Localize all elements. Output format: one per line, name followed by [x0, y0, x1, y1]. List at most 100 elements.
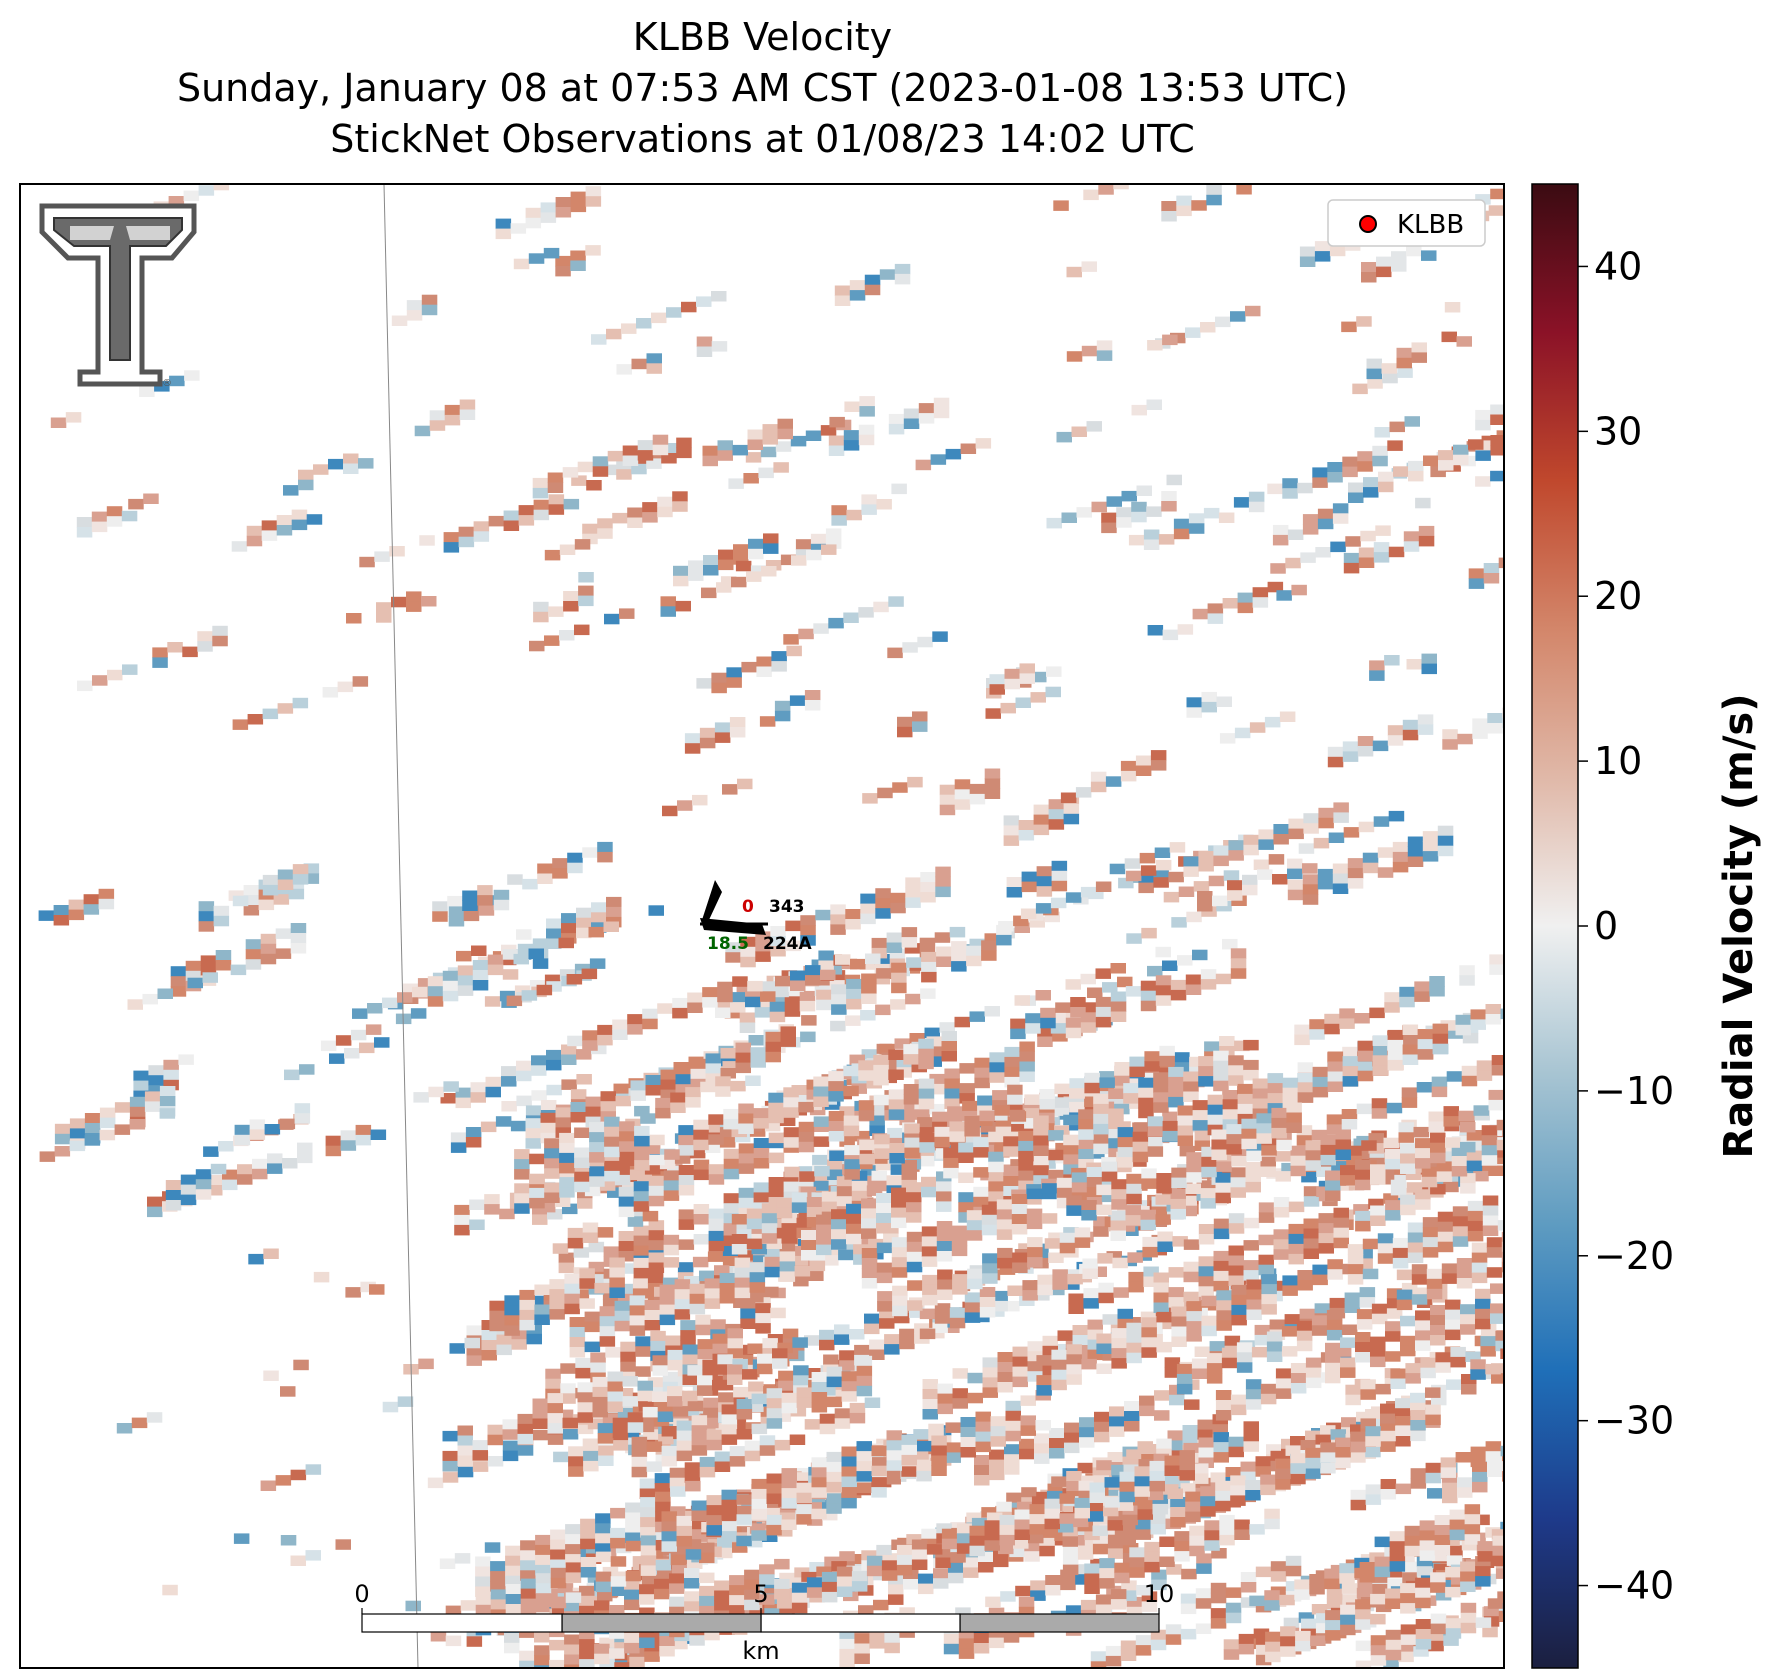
- velocity-cell: [1287, 868, 1303, 880]
- velocity-cell: [537, 873, 553, 884]
- velocity-cell: [459, 399, 476, 410]
- velocity-cell: [729, 1456, 746, 1467]
- velocity-cell: [525, 1105, 542, 1116]
- velocity-cell: [473, 521, 490, 532]
- velocity-cell: [1264, 716, 1281, 728]
- velocity-cell: [1018, 1170, 1034, 1182]
- velocity-cell: [1418, 525, 1435, 537]
- velocity-cell: [1380, 1413, 1396, 1425]
- velocity-cell: [513, 953, 529, 965]
- velocity-cell: [475, 1556, 491, 1567]
- velocity-cell: [681, 301, 697, 313]
- velocity-cell: [298, 469, 314, 481]
- velocity-cell: [1078, 1139, 1094, 1150]
- velocity-cell: [613, 1440, 629, 1451]
- velocity-cell: [945, 1442, 961, 1453]
- velocity-cell: [1083, 1288, 1099, 1299]
- velocity-cell: [678, 1145, 694, 1156]
- velocity-cell: [834, 1334, 850, 1345]
- velocity-cell: [1135, 1645, 1152, 1656]
- velocity-cell: [765, 1041, 781, 1053]
- velocity-cell: [237, 1174, 253, 1185]
- velocity-cell: [828, 435, 845, 446]
- velocity-cell: [1264, 1508, 1280, 1520]
- velocity-cell: [760, 446, 777, 458]
- velocity-cell: [1005, 1410, 1021, 1422]
- velocity-cell: [1107, 1538, 1124, 1549]
- velocity-cell: [559, 630, 575, 641]
- velocity-cell: [1442, 1482, 1458, 1494]
- velocity-cell: [1357, 451, 1373, 462]
- velocity-cell: [198, 185, 215, 196]
- velocity-cell: [1012, 1346, 1028, 1358]
- velocity-cell: [582, 847, 598, 858]
- velocity-cell: [1138, 872, 1154, 884]
- velocity-cell: [928, 1423, 944, 1435]
- velocity-cell: [1459, 965, 1475, 976]
- velocity-cell: [592, 1386, 608, 1398]
- velocity-cell: [1386, 1298, 1403, 1309]
- velocity-cell: [1417, 714, 1434, 725]
- velocity-cell: [1728, 1522, 1744, 1533]
- velocity-cell: [84, 1135, 101, 1146]
- velocity-cell: [1080, 1012, 1097, 1023]
- velocity-cell: [1329, 1297, 1346, 1309]
- velocity-cell: [245, 959, 262, 970]
- velocity-cell: [849, 1329, 865, 1340]
- velocity-cell: [588, 1261, 605, 1273]
- velocity-cell: [1291, 584, 1307, 596]
- velocity-cell: [771, 651, 787, 662]
- velocity-cell: [992, 1300, 1008, 1312]
- velocity-cell: [960, 1417, 976, 1428]
- velocity-cell: [1590, 1489, 1606, 1500]
- velocity-cell: [722, 784, 738, 795]
- velocity-cell: [1350, 1424, 1366, 1435]
- velocity-cell: [1030, 1590, 1046, 1601]
- velocity-cell: [532, 938, 549, 949]
- velocity-cell: [1472, 1461, 1488, 1473]
- velocity-cell: [901, 927, 918, 938]
- velocity-cell: [481, 1330, 497, 1341]
- velocity-cell: [676, 447, 692, 459]
- velocity-cell: [1016, 1501, 1033, 1513]
- velocity-cell: [1457, 1477, 1473, 1488]
- velocity-cell: [148, 1065, 164, 1076]
- velocity-cell: [723, 1213, 740, 1224]
- velocity-cell: [1022, 1280, 1038, 1291]
- velocity-cell: [892, 782, 908, 793]
- velocity-cell: [1037, 1026, 1053, 1037]
- velocity-cell: [759, 1435, 776, 1446]
- velocity-cell: [903, 1054, 919, 1065]
- velocity-cell: [737, 1344, 754, 1356]
- velocity-cell: [1380, 1423, 1396, 1435]
- velocity-cell: [1311, 1604, 1328, 1615]
- velocity-cell: [1342, 466, 1358, 478]
- velocity-cell: [1174, 1551, 1190, 1562]
- velocity-cell: [496, 1344, 512, 1356]
- velocity-cell: [905, 877, 921, 888]
- velocity-cell: [723, 1118, 739, 1130]
- velocity-cell: [1398, 1651, 1414, 1663]
- velocity-cell: [780, 1026, 796, 1037]
- velocity-cell: [831, 1561, 847, 1572]
- velocity-cell: [969, 783, 986, 795]
- velocity-cell: [1446, 1379, 1462, 1390]
- velocity-cell: [1097, 1253, 1113, 1264]
- velocity-cell: [1106, 496, 1122, 507]
- velocity-cell: [303, 873, 320, 884]
- velocity-cell: [1505, 409, 1521, 420]
- velocity-cell: [760, 991, 776, 1002]
- velocity-cell: [1515, 1536, 1531, 1547]
- velocity-cell: [444, 404, 461, 416]
- velocity-cell: [152, 657, 168, 668]
- velocity-cell: [569, 1668, 585, 1679]
- velocity-cell: [534, 1314, 550, 1325]
- velocity-cell: [984, 788, 1001, 799]
- velocity-cell: [989, 1469, 1005, 1481]
- velocity-cell: [1327, 462, 1343, 473]
- velocity-cell: [1300, 1440, 1316, 1451]
- velocity-cell: [876, 1544, 892, 1556]
- velocity-cell: [1348, 492, 1364, 503]
- velocity-cell: [1213, 1442, 1229, 1453]
- velocity-cell: [1222, 598, 1239, 609]
